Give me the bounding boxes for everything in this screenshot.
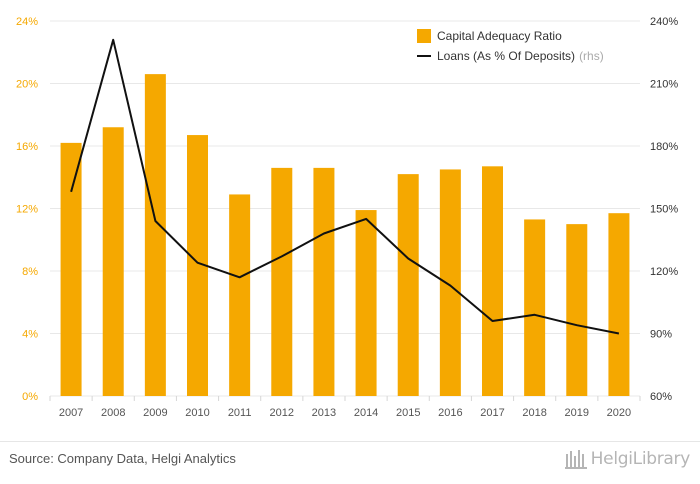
x-tick-label: 2008 [101,407,125,419]
x-tick-label: 2013 [312,407,336,419]
bar [482,166,503,396]
grid [49,20,641,401]
x-tick-label: 2010 [185,407,209,419]
bar [102,127,124,396]
footer: Source: Company Data, Helgi Analytics He… [0,441,700,484]
y-tick-label-right: 240% [650,16,678,28]
x-axis: 2007 2008 2009 2010 2011 2012 2013 2014 2015 2016… [59,407,631,419]
y-tick-label-left: 16% [16,141,38,153]
bar [439,169,461,396]
bars [60,74,630,396]
x-tick-label: 2016 [438,407,462,419]
x-tick-label: 2019 [565,407,589,419]
legend-label-line: Loans (As % Of Deposits) (rhs) [437,49,604,63]
y-tick-label-left: 4% [22,329,38,341]
line-series [70,38,620,335]
y-tick-label-right: 180% [650,141,678,153]
series-line [70,38,620,335]
bar [229,194,251,396]
bar [566,224,588,396]
y-tick-label-right: 90% [650,329,672,341]
y-tick-label-right: 120% [650,266,678,278]
bar [313,167,335,396]
y-tick-label-left: 8% [22,266,38,278]
x-tick-label: 2007 [59,407,83,419]
bar [524,219,546,396]
y-tick-label-left: 0% [22,391,38,403]
bar [397,174,419,396]
bar [187,135,208,396]
y-tick-label-left: 12% [16,204,38,216]
legend-swatch-bar [417,29,431,43]
bar [608,213,630,396]
y-tick-label-right: 210% [650,79,678,91]
bar [144,74,166,396]
y-tick-label-right: 150% [650,204,678,216]
y-tick-label-left: 20% [16,79,38,91]
x-tick-label: 2015 [396,407,420,419]
legend-label-line-name: Loans (As % Of Deposits) [437,49,575,63]
legend-label-line-suffix: (rhs) [579,49,604,63]
legend: Capital Adequacy Ratio Loans (As % Of De… [417,29,604,63]
source-note: Source: Company Data, Helgi Analytics [9,451,236,466]
x-tick-label: 2011 [228,407,252,419]
bar [355,210,377,396]
y-tick-label-left: 24% [16,16,38,28]
x-tick-label: 2014 [354,407,378,419]
legend-label-bar: Capital Adequacy Ratio [437,29,562,43]
y-tick-label-right: 60% [650,391,672,403]
x-tick-label: 2017 [480,407,504,419]
x-tick-label: 2012 [270,407,294,419]
bar [271,167,293,396]
library-icon [564,450,587,469]
x-tick-label: 2018 [522,407,546,419]
chart-canvas: 0% 4% 8% 12% 16% 20% 24% 60% 90% 120% 150% 180% 210… [16,16,678,419]
brand-name: HelgiLibrary [590,449,691,469]
brand-logo[interactable]: HelgiLibrary [564,448,691,470]
y-axis-right: 60% 90% 120% 150% 180% 210% 240% [650,16,678,403]
x-tick-label: 2020 [607,407,631,419]
y-axis-left: 0% 4% 8% 12% 16% 20% 24% [16,16,38,403]
x-tick-label: 2009 [143,407,167,419]
bar [60,142,82,396]
